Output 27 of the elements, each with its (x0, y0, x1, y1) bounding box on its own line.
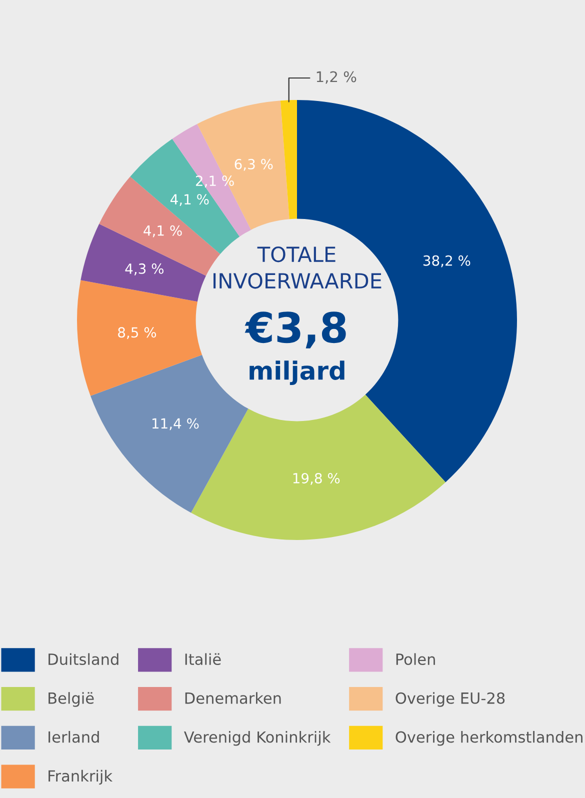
text: TOTALE INVOERWAARDE (214, 246, 382, 289)
legend-label: Overige herkomstlanden (396, 730, 582, 746)
data-label: 6,3 % (234, 158, 273, 171)
legend-label: Ierland (48, 730, 99, 743)
donut-slice (90, 354, 248, 513)
donut-slice (280, 100, 297, 220)
legend-label: Overige EU-28 (396, 692, 505, 707)
data-label: 19,8 % (293, 472, 340, 485)
legend-label: Italië (185, 653, 221, 666)
data-label: 38,2 % (423, 255, 470, 268)
donut-slice (77, 280, 202, 396)
donut-slice (197, 100, 290, 230)
legend-label: Denemarken (185, 692, 281, 704)
data-label: 1,2 % (316, 71, 356, 84)
data-label: 4,1 % (170, 194, 209, 206)
data-label: 11,4 % (152, 418, 199, 430)
donut-slice (80, 224, 206, 302)
legend-label: Verenigd Koninkrijk (184, 730, 331, 746)
legend-label: België (48, 692, 94, 707)
legend-label: Polen (396, 653, 435, 666)
text: €3,8 (244, 312, 346, 348)
data-label: 8,5 % (118, 327, 156, 340)
legend-label: Frankrijk (48, 770, 113, 785)
text: miljard (250, 360, 344, 385)
legend-label: Duitsland (48, 653, 118, 666)
data-label: 4,1 % (144, 225, 182, 238)
data-label: 4,3 % (125, 263, 164, 276)
